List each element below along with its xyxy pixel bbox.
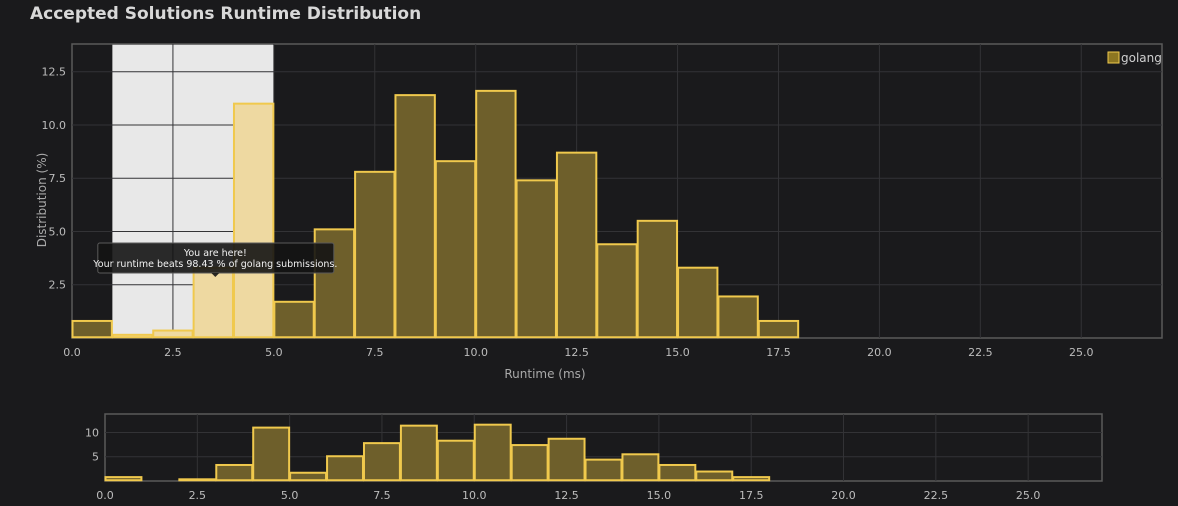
histogram-bar[interactable] [215, 463, 254, 482]
histogram-bar[interactable] [515, 179, 557, 339]
page-title: Accepted Solutions Runtime Distribution [30, 4, 422, 24]
histogram-bar[interactable] [636, 219, 679, 339]
histogram-bar[interactable] [658, 463, 697, 482]
histogram-bar[interactable] [399, 424, 438, 482]
histogram-bar[interactable] [111, 333, 154, 339]
x-tick-label: 5.0 [281, 489, 299, 502]
main-x-axis-ticks: 0.0 2.5 5.0 7.5 10.0 12.5 15.0 17.5 20.0 22.5 25.0 [63, 346, 1093, 359]
x-tick-label: 12.5 [554, 489, 579, 502]
y-tick-label: 5 [92, 451, 99, 464]
x-axis-title: Runtime (ms) [504, 367, 585, 381]
histogram-bar[interactable] [475, 89, 517, 339]
legend-label-golang[interactable]: golang [1121, 51, 1162, 65]
x-tick-label: 0.0 [96, 489, 114, 502]
navigator-y-axis-ticks: 5 10 [85, 426, 99, 463]
histogram-bar[interactable] [473, 423, 512, 482]
histogram-bar[interactable] [71, 319, 113, 339]
x-tick-label: 20.0 [867, 346, 892, 359]
histogram-bar[interactable] [252, 426, 291, 482]
x-tick-label: 7.5 [373, 489, 391, 502]
x-tick-label: 0.0 [63, 346, 81, 359]
x-tick-label: 7.5 [366, 346, 384, 359]
navigator-x-axis-ticks: 0.0 2.5 5.0 7.5 10.0 12.5 15.0 17.5 20.0 22.5 25.0 [96, 489, 1040, 502]
x-tick-label: 22.5 [968, 346, 993, 359]
runtime-tooltip: You are here! Your runtime beats 98.43 %… [92, 242, 337, 277]
histogram-bar[interactable] [354, 170, 396, 339]
histogram-bar[interactable] [362, 442, 401, 482]
navigator-chart[interactable]: 0.0 2.5 5.0 7.5 10.0 12.5 15.0 17.5 20.0 22.5 25.0… [85, 413, 1103, 502]
histogram-bar[interactable] [677, 266, 719, 339]
legend[interactable]: golang [1107, 51, 1162, 65]
histogram-bar[interactable] [757, 319, 800, 339]
tooltip-message: Your runtime beats 98.43 % of golang sub… [92, 259, 337, 270]
histogram-bar[interactable] [178, 478, 217, 482]
histogram-bar[interactable] [273, 300, 315, 339]
x-tick-label: 15.0 [665, 346, 690, 359]
histogram-bar[interactable] [732, 476, 771, 482]
histogram-bar[interactable] [232, 102, 275, 339]
legend-swatch-golang[interactable] [1107, 51, 1120, 64]
histogram-bar[interactable] [584, 458, 623, 482]
histogram-bar[interactable] [695, 470, 734, 482]
x-tick-label: 15.0 [647, 489, 672, 502]
histogram-bar[interactable] [192, 266, 234, 339]
x-tick-label: 25.0 [1016, 489, 1041, 502]
histogram-bar[interactable] [547, 437, 586, 482]
y-tick-label: 10 [85, 426, 99, 439]
histogram-bar[interactable] [289, 471, 328, 482]
y-axis-title: Distribution (%) [35, 153, 49, 248]
tooltip-title: You are here! [183, 248, 247, 259]
main-chart-bars [71, 89, 800, 339]
main-y-axis-ticks: 2.5 5.0 7.5 10.0 12.5 [42, 66, 67, 292]
histogram-bar[interactable] [621, 453, 660, 482]
x-tick-label: 22.5 [924, 489, 949, 502]
x-tick-label: 10.0 [462, 489, 487, 502]
y-tick-label: 12.5 [42, 66, 67, 79]
histogram-bar[interactable] [555, 151, 598, 339]
y-tick-label: 7.5 [49, 172, 67, 185]
x-tick-label: 12.5 [564, 346, 589, 359]
main-chart: 0.0 2.5 5.0 7.5 10.0 12.5 15.0 17.5 20.0 22.5 25.0… [35, 43, 1163, 381]
histogram-bar[interactable] [596, 243, 638, 339]
y-tick-label: 5.0 [49, 225, 67, 238]
x-tick-label: 20.0 [831, 489, 856, 502]
x-tick-label: 17.5 [739, 489, 764, 502]
x-tick-label: 25.0 [1069, 346, 1094, 359]
histogram-bar[interactable] [434, 160, 477, 339]
x-tick-label: 5.0 [265, 346, 283, 359]
histogram-bar[interactable] [717, 295, 759, 339]
histogram-bar[interactable] [152, 329, 194, 339]
histogram-bar[interactable] [394, 94, 436, 339]
histogram-bar[interactable] [436, 439, 475, 482]
x-tick-label: 10.0 [463, 346, 488, 359]
histogram-bar[interactable] [104, 476, 143, 482]
y-tick-label: 10.0 [42, 119, 67, 132]
tooltip-pointer [211, 273, 220, 277]
x-tick-label: 17.5 [766, 346, 791, 359]
y-tick-label: 2.5 [49, 279, 67, 292]
x-tick-label: 2.5 [189, 489, 207, 502]
histogram-bar[interactable] [510, 444, 549, 482]
histogram-bar[interactable] [326, 455, 364, 482]
navigator-bars [104, 423, 771, 482]
x-tick-label: 2.5 [164, 346, 182, 359]
